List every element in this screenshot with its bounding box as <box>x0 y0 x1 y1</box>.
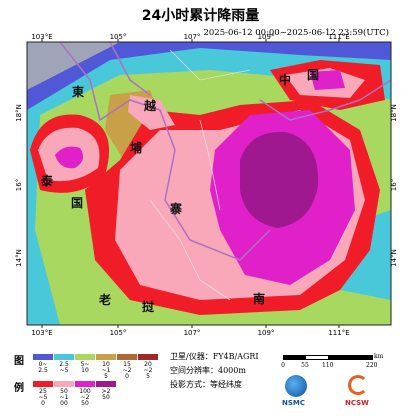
legend-label: 100~250 <box>79 388 91 407</box>
rain-area <box>310 70 345 90</box>
legend-title: 例 <box>14 383 24 394</box>
legend-label: 50~100 <box>59 388 69 407</box>
lat-label: 14°N <box>390 249 398 267</box>
legend-label: >250 <box>101 388 111 401</box>
legend-swatch <box>96 354 116 360</box>
legend-swatch <box>138 354 158 360</box>
lat-label: 18°N <box>15 104 23 122</box>
lon-label: 109° <box>258 329 275 337</box>
legend-swatch <box>33 354 53 360</box>
legend-label: 5~10 <box>80 361 90 374</box>
legend-label: 2.5~5 <box>59 361 69 374</box>
legend-swatch <box>75 354 95 360</box>
place-label: 挝 <box>142 299 155 314</box>
lat-label: 16° <box>390 179 398 191</box>
legend-title: 图 <box>14 356 24 367</box>
place-label: 寨 <box>169 201 182 216</box>
place-label: 中 <box>279 72 291 87</box>
title: 24小时累计降雨量 <box>141 8 260 24</box>
lon-label: 105° <box>110 33 127 41</box>
scale-unit: km <box>374 353 384 360</box>
border <box>259 79 391 121</box>
rain-area <box>240 131 319 228</box>
logo-icon <box>348 375 368 395</box>
lon-label: 107° <box>184 33 201 41</box>
legend-swatch <box>96 381 116 387</box>
lat-label: 16° <box>15 179 23 191</box>
lon-label: 109° <box>258 33 275 41</box>
place-label: 泰 <box>40 173 54 188</box>
rain-field <box>27 42 391 325</box>
lon-label: 111°E <box>328 33 349 41</box>
time-range: 2025-06-12 00:00~2025-06-12 23:59(UTC) <box>203 28 389 38</box>
place-label: 埔 <box>130 140 142 155</box>
map-frame <box>26 41 392 326</box>
border <box>109 42 151 96</box>
scale-label: 0 <box>281 362 285 369</box>
logo-text: NSMC <box>282 399 306 407</box>
river <box>149 199 231 301</box>
place-label: 国 <box>307 68 319 82</box>
lon-label: 107° <box>184 329 201 337</box>
lon-label: 103°E <box>31 33 52 41</box>
scale-label: 55 <box>301 362 309 369</box>
legend-swatch <box>54 381 74 387</box>
river <box>169 49 251 81</box>
scale-label: 110 <box>322 362 334 369</box>
legend-swatch <box>75 381 95 387</box>
place-label: 老 <box>99 292 111 307</box>
legend-label: 15~20 <box>122 361 132 380</box>
legend-swatch <box>117 354 137 360</box>
place-label: 越 <box>143 98 157 113</box>
legend-label: 25~50 <box>38 388 48 407</box>
info-line: 卫星/仪器：FY4B/AGRI <box>170 352 259 361</box>
scale-bar <box>283 355 373 360</box>
info-line: 空间分辨率：4000m <box>170 366 246 375</box>
lon-label: 105° <box>110 329 127 337</box>
legend-label: 20~25 <box>143 361 153 380</box>
place-label: 南 <box>253 291 265 306</box>
logo-icon <box>285 375 307 397</box>
logo-text: NCSW <box>345 399 369 407</box>
map: 103°E 103°E 105° 105° 107° 107° 109° 109° 111°E 1… <box>15 33 398 337</box>
lon-label: 103°E <box>31 329 52 337</box>
place-label: 国 <box>71 196 83 210</box>
lat-label: 14°N <box>15 249 23 267</box>
rain-area <box>55 146 84 169</box>
legend: 图例 0~2.5 2.5~5 5~10 10~15 15~20 20~25 25~50 50~1… <box>0 345 401 416</box>
legend-label: 0~2.5 <box>38 361 48 374</box>
river <box>199 119 221 211</box>
legend-label: 10~15 <box>101 361 111 380</box>
lon-label: 111°E <box>328 329 349 337</box>
border <box>59 42 271 261</box>
legend-swatch <box>33 381 53 387</box>
lat-label: 18°N <box>390 104 398 122</box>
scale-label: 220 <box>366 362 378 369</box>
info-line: 投影方式：等经纬度 <box>170 380 242 389</box>
place-label: 東 <box>72 84 84 99</box>
legend-swatch <box>54 354 74 360</box>
